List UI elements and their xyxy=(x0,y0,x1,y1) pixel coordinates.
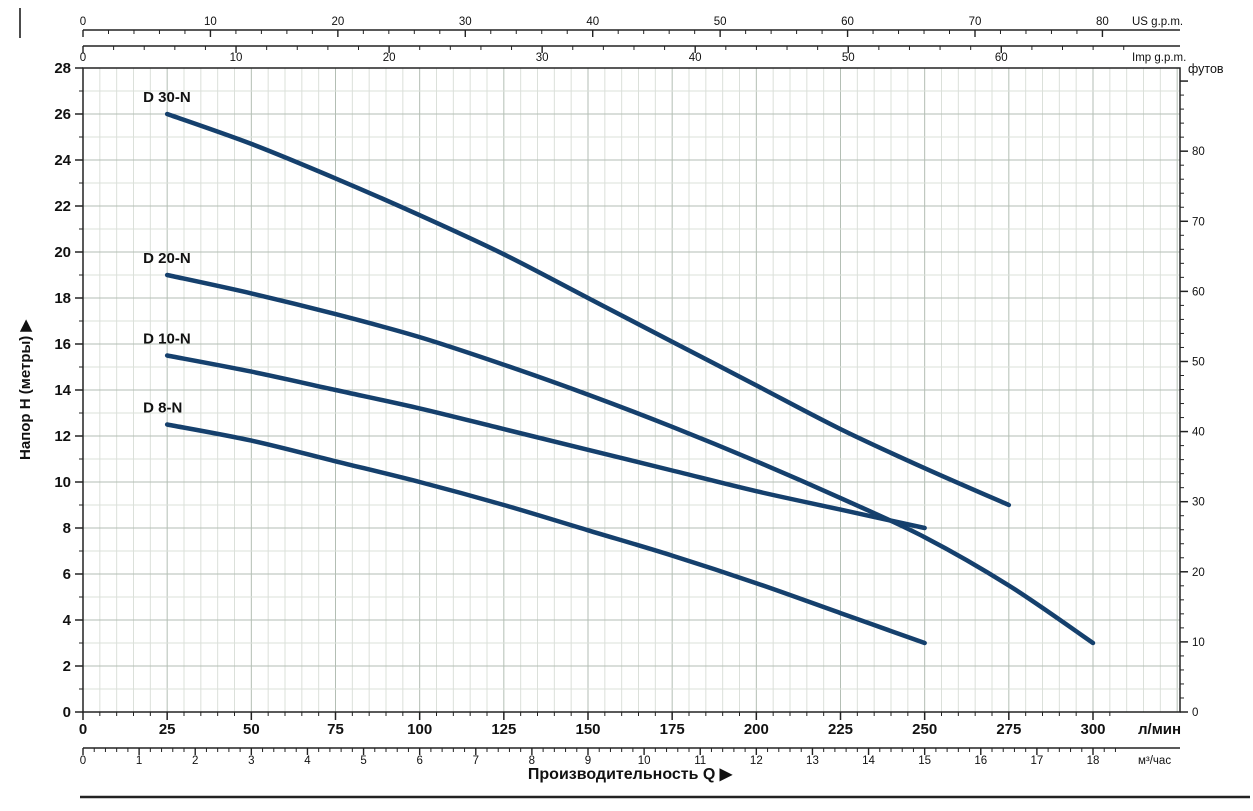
lmin-unit-label: л/мин xyxy=(1138,721,1181,738)
m3h-tick-label: 9 xyxy=(585,755,591,767)
curve-d-30-n xyxy=(164,111,1012,508)
right-tick-label: 80 xyxy=(1192,146,1205,158)
lmin-tick-label: 150 xyxy=(575,721,600,738)
curve-label: D 8-N xyxy=(143,400,182,417)
right-tick-label: 60 xyxy=(1192,286,1205,298)
lmin-tick-label: 200 xyxy=(744,721,769,738)
top-tick-label: 50 xyxy=(842,52,855,64)
top-tick-label: 10 xyxy=(230,52,243,64)
right-tick-label: 20 xyxy=(1192,567,1205,579)
m3h-tick-label: 11 xyxy=(694,755,706,767)
top-tick-label: 70 xyxy=(969,16,982,28)
m3h-tick-label: 15 xyxy=(918,755,931,767)
right-tick-label: 30 xyxy=(1192,497,1205,509)
lmin-tick-label: 250 xyxy=(912,721,937,738)
right-tick-label: 10 xyxy=(1192,637,1205,649)
m3h-tick-label: 1 xyxy=(136,755,142,767)
top-tick-label: 40 xyxy=(586,16,599,28)
m3h-tick-label: 13 xyxy=(806,755,819,767)
right-tick-label: 70 xyxy=(1192,216,1205,228)
top-tick-label: 30 xyxy=(536,52,549,64)
lmin-tick-label: 0 xyxy=(79,721,87,738)
lmin-tick-label: 175 xyxy=(660,721,685,738)
lmin-tick-label: 25 xyxy=(159,721,176,738)
left-tick-label: 18 xyxy=(54,290,71,307)
right-axis-feet: 0 10 20 30 40 50 60 70 80 футов xyxy=(1180,62,1224,719)
right-axis-unit-label: футов xyxy=(1188,62,1224,76)
lmin-tick-label: 75 xyxy=(327,721,344,738)
left-tick-label: 0 xyxy=(63,704,71,721)
top-tick-label: 20 xyxy=(331,16,344,28)
m3h-tick-label: 6 xyxy=(416,755,422,767)
m3h-tick-label: 0 xyxy=(80,755,86,767)
left-tick-label: 14 xyxy=(54,382,71,399)
m3h-tick-label: 10 xyxy=(638,755,651,767)
top-tick-label: 0 xyxy=(80,52,86,64)
left-tick-label: 28 xyxy=(54,60,71,77)
curve-d-8-n xyxy=(164,422,927,646)
right-tick-label: 50 xyxy=(1192,356,1205,368)
m3h-tick-label: 17 xyxy=(1030,755,1043,767)
imp-gpm-axis: 0 10 20 30 40 50 60 Imp g.p.m. xyxy=(80,45,1186,64)
top-tick-label: 50 xyxy=(714,16,727,28)
curve-d-10-n xyxy=(164,353,927,531)
grid xyxy=(83,68,1180,712)
lmin-tick-label: 300 xyxy=(1080,721,1105,738)
m3h-tick-label: 12 xyxy=(750,755,763,767)
top-tick-label: 40 xyxy=(689,52,702,64)
m3h-axis: 0 1 2 3 4 5 6 7 8 9 10 11 12 13 14 15 16 17 18 м³/час xyxy=(80,747,1180,767)
top-tick-label: 20 xyxy=(383,52,396,64)
curve-d-20-n xyxy=(164,272,1096,646)
left-tick-label: 12 xyxy=(54,428,71,445)
m3h-tick-label: 18 xyxy=(1087,755,1100,767)
lmin-axis: 0 25 50 75 100 125 150 175 200 225 250 275 300 л/мин xyxy=(79,712,1181,738)
curve-label: D 30-N xyxy=(143,89,191,106)
pump-curves: D 30-N D 20-N D 10-N D 8-N xyxy=(143,89,1096,646)
lmin-tick-label: 100 xyxy=(407,721,432,738)
m3h-tick-label: 7 xyxy=(473,755,479,767)
left-tick-label: 20 xyxy=(54,244,71,261)
m3h-tick-label: 8 xyxy=(529,755,535,767)
top-tick-label: 30 xyxy=(459,16,472,28)
left-tick-label: 16 xyxy=(54,336,71,353)
top-axis-unit-label: US g.p.m. xyxy=(1132,16,1183,28)
left-tick-label: 2 xyxy=(63,658,71,675)
m3h-tick-label: 2 xyxy=(192,755,198,767)
left-tick-label: 8 xyxy=(63,520,71,537)
curve-label: D 20-N xyxy=(143,250,191,267)
m3h-tick-label: 4 xyxy=(304,755,311,767)
lmin-tick-label: 225 xyxy=(828,721,853,738)
top-tick-label: 10 xyxy=(204,16,217,28)
y-axis-title: Напор H (метры) ▶ xyxy=(17,319,34,460)
top-tick-label: 0 xyxy=(80,16,86,28)
top-tick-label: 60 xyxy=(841,16,854,28)
left-tick-label: 24 xyxy=(54,152,71,169)
m3h-tick-label: 3 xyxy=(248,755,254,767)
right-tick-label: 0 xyxy=(1192,707,1198,719)
top-axis-unit-label: Imp g.p.m. xyxy=(1132,52,1186,64)
top-tick-label: 80 xyxy=(1096,16,1109,28)
lmin-tick-label: 50 xyxy=(243,721,260,738)
m3h-tick-label: 5 xyxy=(360,755,366,767)
right-tick-label: 40 xyxy=(1192,427,1205,439)
left-tick-label: 10 xyxy=(54,474,71,491)
left-tick-label: 4 xyxy=(63,612,72,629)
left-tick-label: 22 xyxy=(54,198,71,215)
left-tick-label: 6 xyxy=(63,566,71,583)
x-axis-title: Производительность Q ▶ xyxy=(528,766,733,783)
m3h-tick-label: 16 xyxy=(974,755,987,767)
top-tick-label: 60 xyxy=(995,52,1008,64)
m3h-tick-label: 14 xyxy=(862,755,875,767)
us-gpm-axis: 0 10 20 30 40 50 60 70 80 US g.p.m. xyxy=(80,16,1183,37)
left-tick-label: 26 xyxy=(54,106,71,123)
curve-label: D 10-N xyxy=(143,331,191,348)
lmin-tick-label: 275 xyxy=(996,721,1021,738)
m3h-unit-label: м³/час xyxy=(1138,755,1171,767)
lmin-tick-label: 125 xyxy=(491,721,516,738)
